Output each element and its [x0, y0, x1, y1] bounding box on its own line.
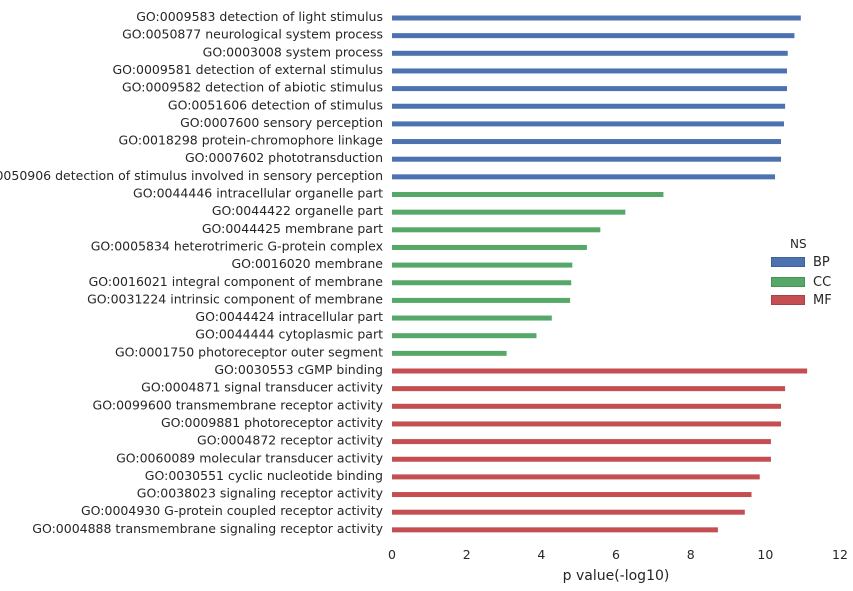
bar-mf: [392, 386, 786, 392]
y-tick-label: GO:0031224 intrinsic component of membra…: [87, 291, 383, 306]
y-axis-labels: GO:0009583 detection of light stimulus GO…: [0, 9, 384, 536]
x-tick-label: 0: [388, 547, 396, 562]
bar-bp: [392, 156, 782, 162]
bar-mf: [392, 368, 808, 374]
legend-item-bp: BP: [771, 254, 830, 270]
y-tick-label: GO:0050877 neurological system process: [122, 27, 383, 42]
y-tick-label: GO:0016021 integral component of membran…: [89, 274, 384, 289]
y-tick-label: GO:0016020 membrane: [231, 256, 383, 271]
bar-mf: [392, 421, 782, 427]
x-tick-label: 12: [832, 547, 848, 562]
x-axis-ticks: 0 2 4 6 8 10 12: [388, 547, 848, 562]
y-tick-label: GO:0004888 transmembrane signaling recep…: [32, 521, 383, 536]
bar-mf: [392, 403, 782, 409]
legend-title: NS: [790, 237, 807, 251]
bar-mf: [392, 474, 760, 480]
bar-cc: [392, 350, 507, 356]
y-tick-label: GO:0030553 cGMP binding: [214, 362, 383, 377]
legend-label-cc: CC: [813, 274, 832, 290]
bar-mf: [392, 509, 745, 515]
y-tick-label: GO:0044424 intracellular part: [195, 309, 383, 324]
bar-cc: [392, 209, 626, 215]
bars-layer: [392, 15, 808, 533]
y-tick-label: GO:0007600 sensory perception: [180, 115, 383, 130]
bar-mf: [392, 492, 752, 498]
y-tick-label: GO:0007602 phototransduction: [185, 150, 383, 165]
y-tick-label: GO:0044444 cytoplasmic part: [195, 327, 383, 342]
bar-bp: [392, 15, 801, 21]
x-tick-label: 2: [463, 547, 471, 562]
y-tick-label: GO:0060089 molecular transducer activity: [116, 450, 384, 465]
bar-mf: [392, 527, 718, 533]
y-tick-label: GO:0009581 detection of external stimulu…: [113, 62, 384, 77]
y-tick-label: GO:0044425 membrane part: [202, 221, 383, 236]
bar-bp: [392, 121, 784, 127]
y-tick-label: GO:0005834 heterotrimeric G-protein comp…: [91, 238, 383, 253]
legend-swatch-mf: [771, 295, 805, 305]
y-tick-label: GO:0030551 cyclic nucleotide binding: [145, 468, 383, 483]
y-tick-label: GO:0044422 organelle part: [212, 203, 383, 218]
x-tick-label: 10: [757, 547, 773, 562]
bar-bp: [392, 33, 795, 39]
y-tick-label: GO:0009881 photoreceptor activity: [161, 415, 384, 430]
bar-bp: [392, 68, 787, 74]
y-tick-label: GO:0009583 detection of light stimulus: [136, 9, 383, 24]
y-tick-label: GO:0009582 detection of abiotic stimulus: [122, 80, 383, 95]
bar-cc: [392, 333, 537, 339]
y-tick-label: GO:0038023 signaling receptor activity: [137, 486, 384, 501]
y-tick-label: GO:0051606 detection of stimulus: [168, 97, 383, 112]
bar-bp: [392, 139, 782, 145]
bar-bp: [392, 103, 786, 109]
bar-bp: [392, 50, 788, 56]
bar-cc: [392, 280, 572, 286]
y-tick-label: GO:0004930 G-protein coupled receptor ac…: [81, 503, 384, 518]
bar-cc: [392, 227, 601, 233]
bar-mf: [392, 439, 771, 445]
y-tick-label: GO:0003008 system process: [203, 44, 383, 59]
bar-mf: [392, 456, 771, 462]
x-tick-label: 8: [687, 547, 695, 562]
legend-label-bp: BP: [813, 254, 830, 270]
y-tick-label: GO:0044446 intracellular organelle part: [133, 186, 383, 201]
y-tick-label: GO:0018298 protein-chromophore linkage: [119, 133, 384, 148]
y-tick-label: GO:0099600 transmembrane receptor activi…: [93, 397, 384, 412]
x-tick-label: 4: [537, 547, 545, 562]
bar-cc: [392, 244, 587, 250]
legend-label-mf: MF: [813, 292, 832, 308]
y-tick-label: GO:0004871 signal transducer activity: [141, 380, 383, 395]
legend-swatch-bp: [771, 257, 805, 267]
bar-cc: [392, 297, 571, 303]
y-tick-label: GO:0004872 receptor activity: [197, 433, 384, 448]
bar-cc: [392, 315, 552, 321]
legend-swatch-cc: [771, 277, 805, 287]
bar-bp: [392, 86, 787, 92]
y-tick-label: GO:0001750 photoreceptor outer segment: [115, 344, 383, 359]
bar-bp: [392, 174, 776, 180]
x-tick-label: 6: [612, 547, 620, 562]
bar-cc: [392, 262, 573, 268]
x-axis-title: p value(-log10): [563, 568, 670, 584]
legend-item-cc: CC: [771, 274, 832, 290]
y-tick-label: GO:0050906 detection of stimulus involve…: [0, 168, 383, 183]
legend-item-mf: MF: [771, 292, 832, 308]
bar-cc: [392, 192, 664, 197]
